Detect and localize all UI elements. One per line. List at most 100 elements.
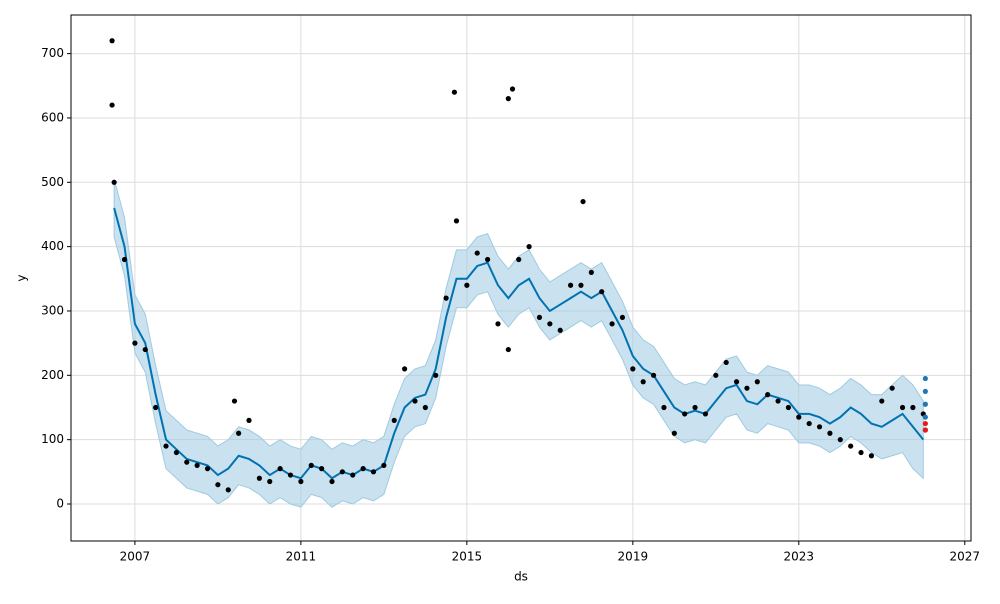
data-point — [163, 443, 169, 449]
data-point — [153, 404, 159, 411]
data-point — [350, 472, 356, 478]
data-point — [464, 282, 470, 288]
data-point — [381, 462, 387, 468]
y-tick-label: 700 — [41, 46, 64, 60]
data-point — [194, 462, 200, 468]
data-point — [402, 366, 408, 372]
data-point — [267, 478, 273, 485]
y-tick-label: 400 — [41, 239, 64, 253]
data-point — [837, 437, 843, 443]
data-point — [277, 466, 283, 472]
data-point — [910, 404, 916, 411]
forecast-line — [113, 207, 925, 480]
data-point — [567, 282, 574, 288]
x-axis-label: ds — [514, 570, 528, 584]
y-tick-label: 300 — [41, 303, 64, 317]
data-point — [692, 404, 698, 411]
data-point — [702, 411, 709, 417]
data-point — [775, 398, 781, 404]
uncertainty-band — [113, 178, 924, 508]
data-point — [879, 398, 885, 404]
y-tick-label: 600 — [41, 110, 64, 124]
data-point — [391, 417, 397, 423]
data-point — [422, 404, 428, 411]
data-point — [619, 314, 626, 321]
plot-area — [71, 15, 971, 541]
data-point — [858, 449, 864, 456]
data-point — [661, 404, 667, 411]
data-point — [526, 244, 532, 250]
data-point — [899, 404, 906, 411]
data-point — [816, 424, 823, 430]
data-point — [121, 256, 128, 263]
data-point — [599, 289, 605, 295]
x-tick-label: 2007 — [120, 550, 151, 564]
data-point — [495, 321, 501, 327]
x-tick-label: 2011 — [286, 550, 317, 564]
data-point — [547, 321, 553, 327]
x-tick-label: 2023 — [784, 550, 815, 564]
data-point — [215, 482, 221, 488]
y-tick-label: 500 — [41, 175, 64, 189]
data-point — [443, 295, 449, 301]
data-point — [713, 372, 719, 378]
data-point — [329, 478, 335, 485]
data-point — [922, 414, 928, 420]
data-point — [256, 475, 262, 481]
data-point — [557, 327, 563, 333]
data-point — [484, 256, 491, 263]
data-point — [848, 443, 854, 449]
data-point — [173, 449, 179, 456]
y-tick-label: 200 — [41, 368, 64, 382]
data-point — [298, 478, 304, 485]
data-point — [505, 346, 511, 353]
data-point — [453, 218, 460, 224]
data-point — [744, 385, 750, 391]
data-point — [132, 340, 138, 346]
data-point — [505, 96, 511, 102]
data-point — [204, 466, 211, 472]
data-point — [765, 392, 771, 398]
data-point — [922, 401, 928, 407]
data-point — [785, 404, 792, 411]
data-point — [246, 417, 252, 423]
data-point — [111, 179, 117, 185]
data-point — [630, 366, 636, 372]
data-point — [142, 346, 148, 353]
data-point — [922, 427, 928, 433]
data-point — [754, 379, 760, 385]
data-point — [516, 256, 522, 263]
data-point — [578, 282, 584, 288]
data-point — [225, 487, 231, 493]
data-point — [868, 453, 875, 459]
data-point — [474, 250, 480, 256]
data-point — [451, 89, 458, 95]
data-point — [509, 86, 516, 92]
data-point — [922, 420, 928, 427]
data-point — [733, 379, 740, 385]
data-point — [827, 430, 833, 436]
data-point — [640, 379, 646, 385]
data-point — [319, 466, 325, 472]
data-point — [723, 359, 729, 366]
data-point — [370, 469, 377, 475]
data-point — [412, 398, 418, 404]
x-tick-label: 2027 — [950, 550, 981, 564]
data-point — [922, 375, 928, 382]
data-point — [588, 269, 594, 275]
data-point — [536, 314, 543, 321]
x-tick-label: 2019 — [618, 550, 649, 564]
data-point — [609, 321, 615, 327]
data-point — [671, 430, 677, 436]
data-point — [433, 372, 439, 378]
data-point — [236, 430, 242, 436]
y-axis-label: y — [15, 274, 29, 281]
data-point — [339, 469, 345, 475]
x-tick-label: 2015 — [452, 550, 483, 564]
data-point — [109, 102, 115, 108]
y-tick-label: 0 — [56, 497, 64, 511]
data-point — [889, 385, 895, 391]
data-point — [231, 398, 238, 404]
plot-frame — [70, 14, 972, 542]
